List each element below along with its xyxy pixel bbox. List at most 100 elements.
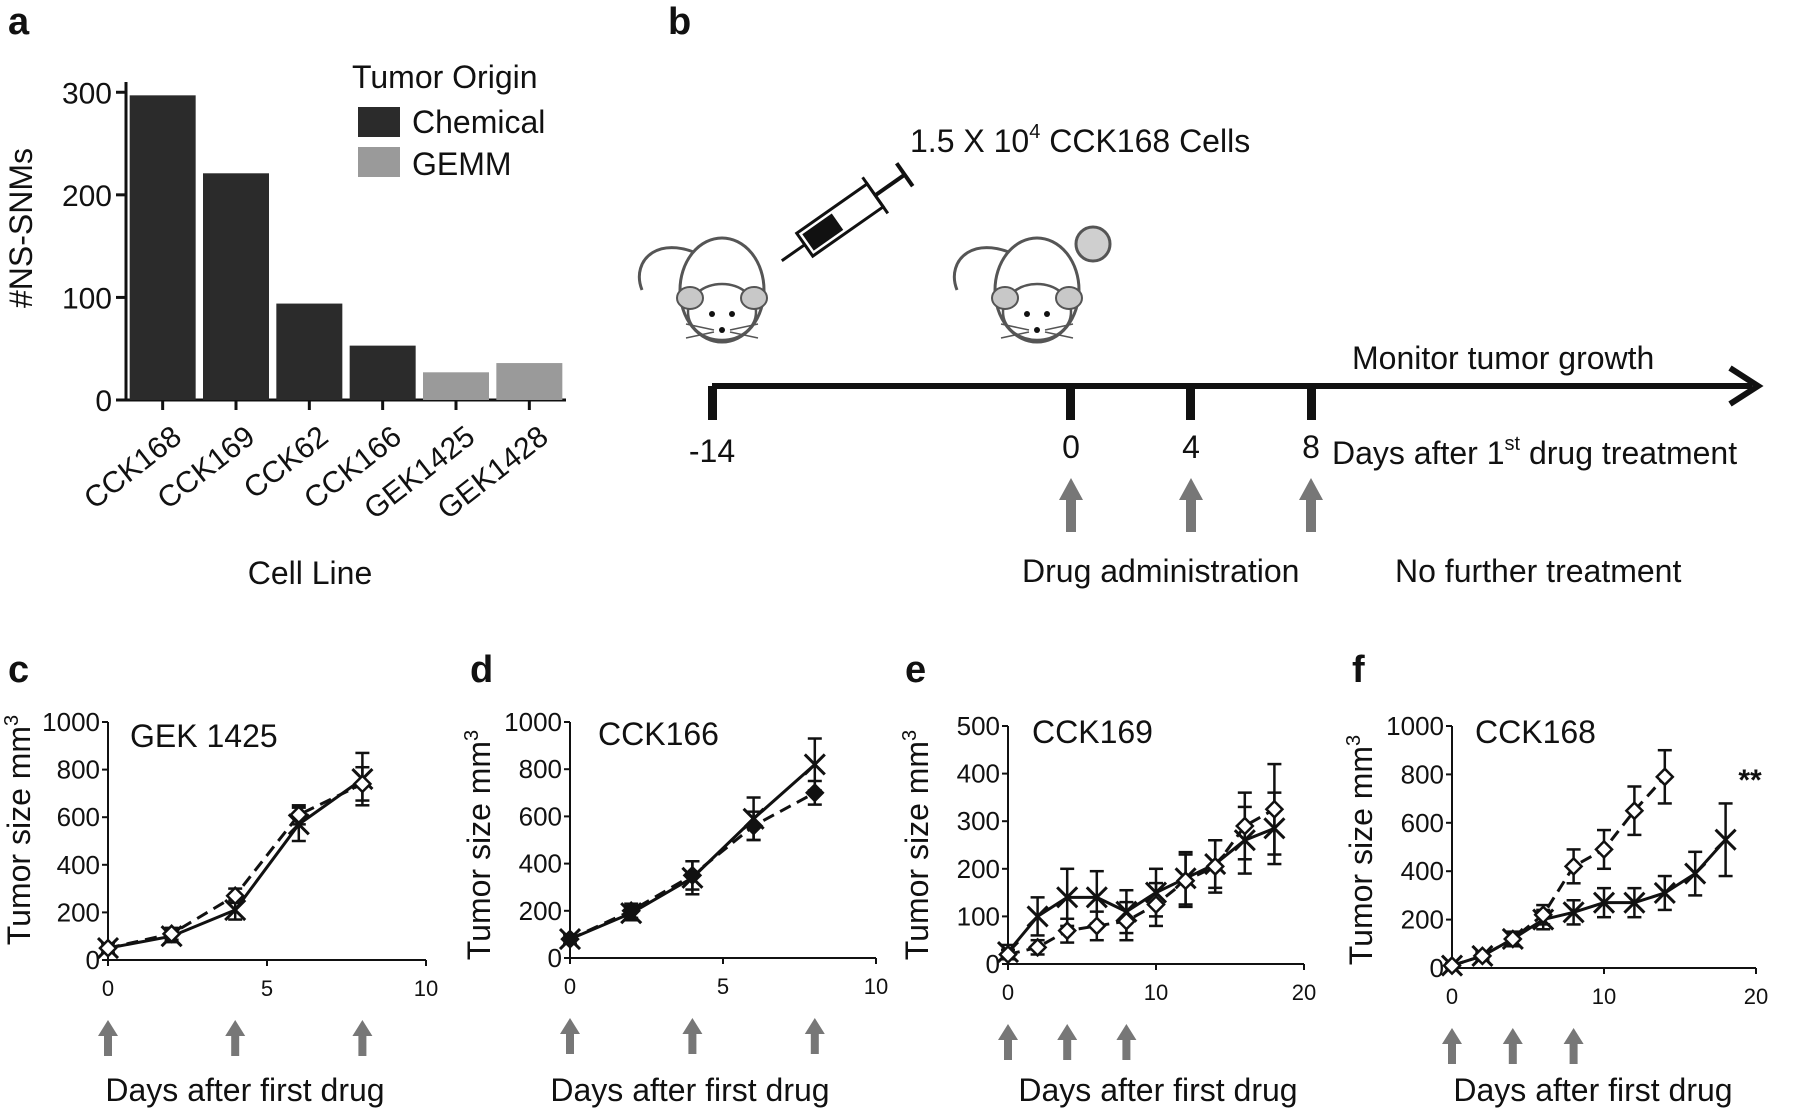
- panel-f-ylabel-sup: 3: [1343, 735, 1365, 746]
- panel-f-y-tick-label: 400: [1401, 856, 1444, 886]
- panel-c-y-tick-label: 0: [86, 945, 100, 975]
- dose-arrow-up-icon: [560, 1018, 580, 1054]
- data-point-diamond-marker: [225, 885, 245, 906]
- data-point-diamond-marker: [352, 774, 373, 794]
- data-point-diamond-marker: [682, 865, 703, 886]
- data-point-diamond-marker: [1594, 839, 1614, 860]
- bar-chart-bars: [129, 95, 563, 401]
- bar-y-tick-label: 100: [62, 282, 112, 315]
- bar-cck168: [129, 95, 196, 401]
- x-marker-stroke: [1623, 891, 1646, 914]
- data-point-x-marker: [1592, 891, 1616, 914]
- panel-e-series-0-line: [1006, 826, 1275, 954]
- timeline-tick-4: [1186, 386, 1195, 420]
- data-point-diamond-marker: [560, 929, 580, 949]
- data-point-diamond-marker: [998, 944, 1018, 965]
- panel-letter-b: b: [668, 1, 691, 43]
- timeline-tick-minus14: [708, 386, 717, 420]
- panel-f-x-tick-label: 10: [1592, 984, 1616, 1009]
- timeline-arrowhead: [1728, 365, 1764, 407]
- data-point-diamond-marker: [621, 901, 641, 921]
- data-point-diamond-marker: [1442, 955, 1462, 976]
- data-point-diamond-marker: [1027, 937, 1048, 958]
- panel-f-y-tick-label: 0: [1430, 953, 1444, 983]
- panel-e-y-tick-label: 400: [957, 759, 1000, 789]
- panel-c-y-tick-label: 600: [57, 802, 100, 832]
- data-point-diamond-marker: [161, 924, 182, 944]
- data-point-diamond-marker: [1624, 800, 1645, 821]
- timeline-label-8: 8: [1302, 429, 1320, 465]
- x-marker-stroke: [1562, 901, 1585, 924]
- panel-d-y-tick-label: 1000: [504, 707, 562, 737]
- panel-c-y-tick-label: 200: [57, 897, 100, 927]
- panel-d-x-tick-label: 0: [564, 974, 576, 999]
- cells-label-main: 1.5 X 10: [910, 123, 1029, 159]
- data-point-x-marker: [1653, 881, 1676, 905]
- panel-d-x-tick-label: 5: [717, 974, 729, 999]
- panel-e-x-tick-label: 10: [1144, 980, 1168, 1005]
- data-point-x-marker: [1056, 886, 1079, 909]
- panel-d-ylabel-main: Tumor size mm: [461, 741, 497, 960]
- panel-e-ylabel-sup: 3: [899, 730, 921, 741]
- panel-f-y-tick-label: 200: [1401, 905, 1444, 935]
- panel-c-y-tick-label: 1000: [42, 707, 100, 737]
- panel-c-x-tick-label: 10: [414, 976, 438, 1001]
- days-after-label-sup: st: [1505, 433, 1521, 455]
- legend-title: Tumor Origin: [352, 59, 538, 95]
- panel-c-title: GEK 1425: [130, 718, 278, 754]
- data-point-diamond-marker: [1057, 920, 1077, 941]
- legend-swatch-chemical: [358, 107, 400, 137]
- bar-cck169: [203, 173, 269, 400]
- bar-chart-axes: [124, 82, 566, 402]
- bar-chart-ylabel: #NS-SNMs: [3, 148, 39, 308]
- data-point-diamond-marker: [98, 938, 118, 958]
- dose-arrow-up-icon: [804, 1018, 825, 1054]
- panel-d-y-tick-label: 400: [519, 849, 562, 879]
- panel-c-ylabel-main: Tumor size mm: [1, 726, 37, 945]
- panel-f-xlabel: Days after first drug: [1453, 1072, 1732, 1108]
- data-point-diamond-marker: [1205, 856, 1225, 877]
- bar-chart-legend: Tumor Origin Chemical GEMM: [352, 59, 545, 182]
- data-point-x-marker: [1026, 905, 1049, 928]
- syringe-icon: [780, 162, 915, 262]
- panel-e-title: CCK169: [1032, 714, 1153, 750]
- bar-gek1425: [423, 372, 489, 400]
- panel-d-ylabel: Tumor size mm3: [461, 730, 497, 960]
- panel-d-y-tick-label: 600: [519, 801, 562, 831]
- data-point-diamond-marker: [1655, 767, 1675, 787]
- data-point-diamond-marker: [743, 816, 764, 836]
- panel-f-ylabel: Tumor size mm3: [1343, 735, 1379, 965]
- panel-c: c GEK 1425 Tumor size mm3 Days after fir…: [1, 649, 438, 1108]
- panel-e: e CCK169 Tumor size mm3 Days after first…: [899, 649, 1316, 1108]
- bar-gek1428: [496, 363, 563, 400]
- data-point-diamond-marker: [1175, 870, 1196, 891]
- panel-d-ylabel-sup: 3: [461, 730, 483, 741]
- panel-letter-c: c: [8, 649, 29, 691]
- data-point-diamond-marker: [1087, 916, 1107, 936]
- data-point-x-marker: [1714, 828, 1737, 851]
- bar-chart-xlabel: Cell Line: [248, 555, 373, 591]
- dose-arrow-up-icon: [98, 1020, 118, 1056]
- panel-d-xlabel: Days after first drug: [550, 1072, 829, 1108]
- arrow-up-icon: [1059, 478, 1323, 532]
- panel-e-y-tick-label: 100: [957, 901, 1000, 931]
- data-point-diamond-marker: [1563, 856, 1584, 877]
- panel-letter-f: f: [1352, 649, 1365, 691]
- panel-d-title: CCK166: [598, 716, 719, 752]
- bar-y-tick-label: 300: [62, 77, 112, 110]
- panel-f-x-tick-label: 0: [1446, 984, 1458, 1009]
- x-marker-stroke: [1653, 881, 1676, 905]
- days-after-label-suffix: drug treatment: [1520, 435, 1737, 471]
- x-marker-stroke: [1085, 886, 1108, 909]
- data-point-x-marker: [1562, 901, 1585, 924]
- panel-f-y-tick-label: 1000: [1386, 711, 1444, 741]
- timeline-label-0: 0: [1062, 429, 1080, 465]
- panel-e-ylabel: Tumor size mm3: [899, 730, 935, 960]
- panel-c-y-tick-label: 400: [57, 850, 100, 880]
- dose-arrow-up-icon: [352, 1020, 373, 1056]
- panel-f-y-tick-label: 800: [1401, 759, 1444, 789]
- panel-d-y-tick-label: 200: [519, 896, 562, 926]
- data-point-diamond-marker: [805, 783, 825, 803]
- panel-a: a #NS-SNMs Cell Line 0 100 200 300 CCK168CC…: [3, 1, 566, 591]
